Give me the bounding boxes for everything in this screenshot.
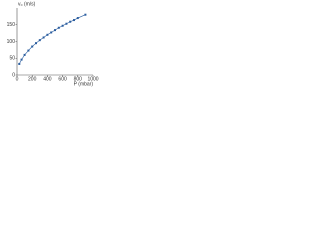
point <box>35 42 37 45</box>
y-tick-label: 100 <box>7 39 16 45</box>
point <box>23 53 26 56</box>
x-tick-label: 400 <box>43 76 52 82</box>
y-tick-label: 50 <box>9 56 15 62</box>
y-axis-title: v₀ (m/s) <box>18 1 36 7</box>
x-tick-label: 800 <box>74 76 83 82</box>
y-tick-label: 150 <box>7 22 16 28</box>
x-tick-label: 200 <box>28 76 37 82</box>
x-axis-title: P (mbar) <box>74 81 94 87</box>
point <box>38 39 41 42</box>
point <box>76 17 79 20</box>
point <box>73 19 75 22</box>
point <box>54 29 56 32</box>
point <box>31 45 34 48</box>
point <box>18 62 21 65</box>
point <box>61 24 64 27</box>
point <box>65 22 68 25</box>
point <box>57 26 60 29</box>
x-tick-label: 600 <box>58 76 67 82</box>
y-tick-label: 0 <box>12 72 15 78</box>
point <box>69 20 72 23</box>
fit-line <box>19 14 86 65</box>
point <box>50 31 53 34</box>
x-tick-label: 0 <box>16 76 19 82</box>
point <box>84 13 87 16</box>
point <box>27 49 30 52</box>
chart: v₀ (m/s) P (mbar) 0 50 100 150 0 200 400 600 800… <box>7 1 99 87</box>
point <box>46 33 49 36</box>
point <box>20 58 23 61</box>
x-tick-label: 1000 <box>87 76 98 82</box>
point <box>42 36 45 39</box>
